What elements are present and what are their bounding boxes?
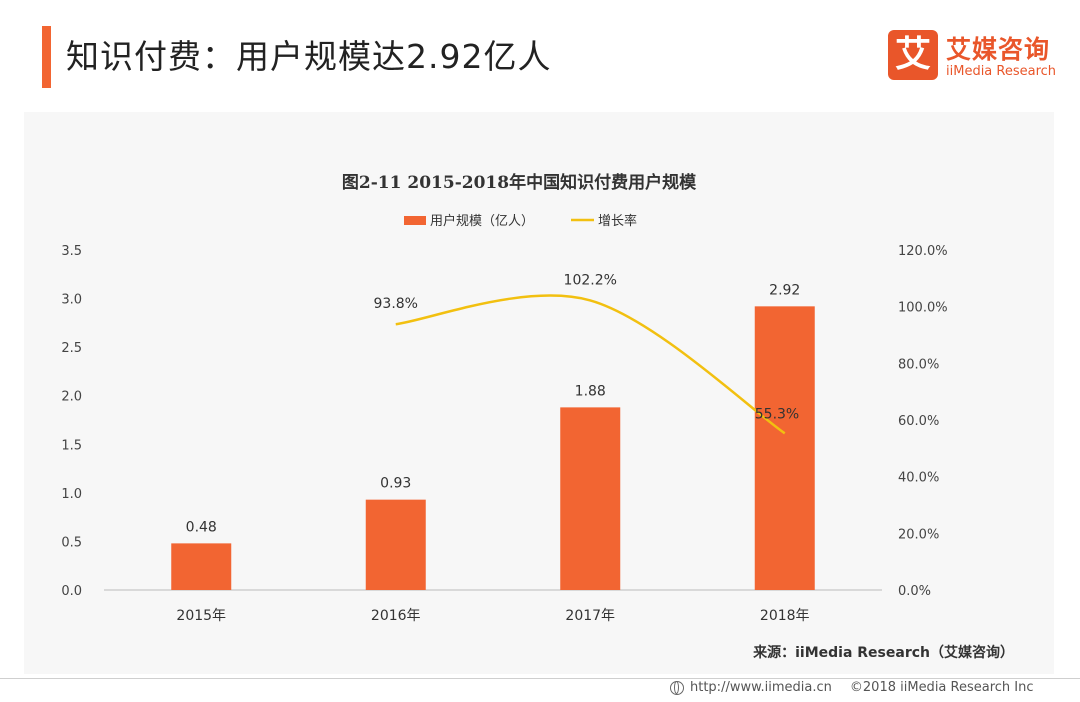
line-value-label: 102.2% — [564, 272, 617, 288]
footer-copyright: ©2018 iiMedia Research Inc — [849, 680, 1034, 695]
y-left-tick-label: 3.0 — [61, 293, 82, 308]
logo-mark-icon: 艾 — [888, 30, 938, 80]
line-value-label: 93.8% — [374, 296, 418, 312]
y-right-tick-label: 80.0% — [898, 357, 939, 372]
logo-subtitle: iiMedia Research — [946, 64, 1057, 79]
y-left-tick-label: 0.0 — [61, 584, 82, 599]
y-right-tick-label: 100.0% — [898, 301, 948, 316]
y-left-tick-label: 3.5 — [61, 244, 82, 259]
chart-source: 来源：iiMedia Research（艾媒咨询） — [752, 644, 1014, 661]
y-left-tick-label: 2.5 — [61, 341, 82, 356]
x-tick-label: 2015年 — [176, 608, 226, 624]
line-value-label: 55.3% — [755, 406, 799, 422]
y-right-tick-label: 120.0% — [898, 244, 948, 259]
y-left-tick-label: 1.5 — [61, 438, 82, 453]
bar-value-label: 1.88 — [575, 383, 606, 399]
chart-title: 图2-11 2015-2018年中国知识付费用户规模 — [342, 172, 697, 193]
bar-value-label: 0.93 — [380, 476, 411, 492]
bar-value-label: 2.92 — [769, 282, 800, 298]
bar — [754, 306, 815, 590]
y-left-tick-label: 0.5 — [61, 535, 82, 550]
y-right-tick-label: 20.0% — [898, 527, 939, 542]
page-title: 知识付费：用户规模达2.92亿人 — [66, 37, 552, 76]
footer-url[interactable]: http://www.iimedia.cn — [690, 680, 832, 695]
bar — [171, 543, 232, 590]
x-tick-label: 2016年 — [371, 608, 421, 624]
brand-logo: 艾 艾媒咨询 iiMedia Research — [888, 30, 1058, 82]
bar — [365, 499, 426, 590]
bar — [560, 407, 621, 590]
growth-rate-line — [395, 294, 786, 435]
y-right-tick-label: 40.0% — [898, 471, 939, 486]
chart-panel: 图2-11 2015-2018年中国知识付费用户规模用户规模（亿人） 增长率 0.0… — [24, 112, 1054, 674]
logo-name: 艾媒咨询 — [946, 35, 1051, 64]
title-accent-bar — [42, 26, 51, 88]
footer: http://www.iimedia.cn ©2018 iiMedia Rese… — [670, 680, 1034, 695]
y-left-tick-label: 1.0 — [61, 487, 82, 502]
legend-line-label: 增长率 — [598, 213, 637, 229]
globe-icon — [670, 680, 684, 695]
bar-value-label: 0.48 — [186, 519, 217, 535]
y-right-tick-label: 60.0% — [898, 414, 939, 429]
y-left-tick-label: 2.0 — [61, 390, 82, 405]
x-tick-label: 2018年 — [760, 608, 810, 624]
legend-bar-label: 用户规模（亿人） — [430, 213, 534, 229]
x-tick-label: 2017年 — [565, 608, 615, 624]
footer-divider — [0, 678, 1080, 679]
legend-bar-swatch — [404, 216, 426, 225]
y-right-tick-label: 0.0% — [898, 584, 931, 599]
